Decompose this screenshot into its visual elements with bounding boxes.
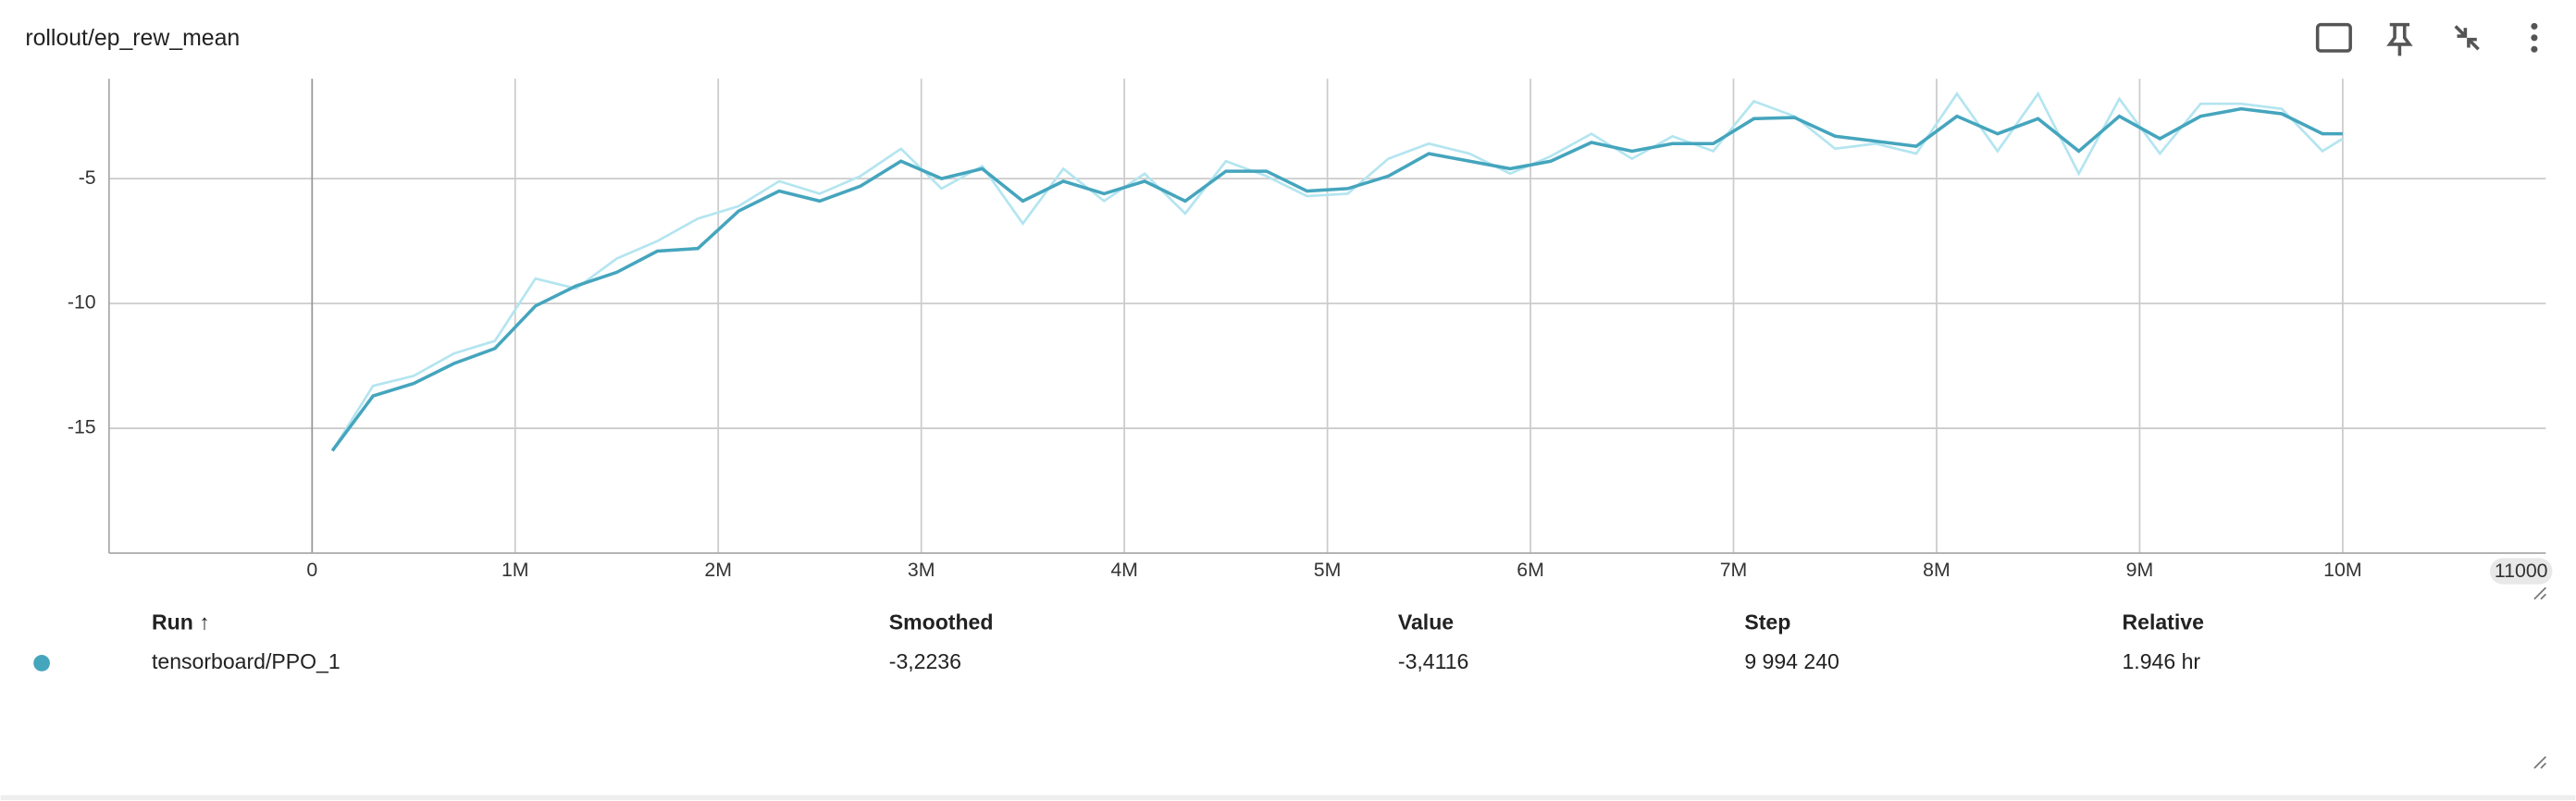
x-tick-label: 2M (704, 559, 732, 581)
chart-title: rollout/ep_rew_mean (25, 26, 240, 51)
table-cell: -3,2236 (889, 649, 961, 673)
column-header: Relative (2122, 610, 2204, 634)
column-header: Run ↑ (152, 610, 210, 634)
y-tick-label: -5 (79, 166, 96, 189)
table-cell: tensorboard/PPO_1 (152, 649, 341, 673)
y-tick-label: -15 (68, 416, 96, 438)
x-end-label: 11000 (2495, 560, 2548, 582)
toolbar[interactable] (2315, 22, 2480, 56)
table-cell: 1.946 hr (2122, 649, 2200, 673)
column-header: Value (1398, 610, 1454, 634)
column-header: Step (1744, 610, 1790, 634)
x-tick-label: 8M (1923, 559, 1951, 581)
resize-handle[interactable] (2533, 756, 2546, 770)
fit-icon[interactable] (2315, 22, 2352, 53)
more-icon[interactable] (2531, 22, 2538, 53)
collapse-icon[interactable] (2454, 25, 2480, 51)
x-tick-label: 3M (908, 559, 935, 581)
y-tick-label: -10 (68, 291, 96, 314)
run-color-dot (33, 655, 50, 672)
x-tick-label: 5M (1314, 559, 1342, 581)
data-table: Run ↑ Smoothed Value Step Relative tensorboar… (33, 610, 2204, 673)
column-header: Smoothed (889, 610, 994, 634)
x-end-badge (2490, 558, 2553, 585)
x-tick-label: 10M (2323, 559, 2361, 581)
x-tick-label: 7M (1720, 559, 1748, 581)
plot (108, 79, 2546, 554)
x-tick-label: 1M (502, 559, 529, 581)
series-line (331, 91, 2344, 452)
pin-icon[interactable] (2386, 22, 2413, 56)
series-line (330, 106, 2343, 452)
x-tick-label: 0 (306, 559, 317, 581)
table-cell: 9 994 240 (1744, 649, 1839, 673)
table-cell: -3,4116 (1398, 649, 1468, 673)
x-tick-label: 6M (1517, 559, 1544, 581)
x-tick-label: 4M (1110, 559, 1138, 581)
x-tick-label: 9M (2126, 559, 2154, 581)
resize-handle[interactable] (2533, 586, 2546, 600)
